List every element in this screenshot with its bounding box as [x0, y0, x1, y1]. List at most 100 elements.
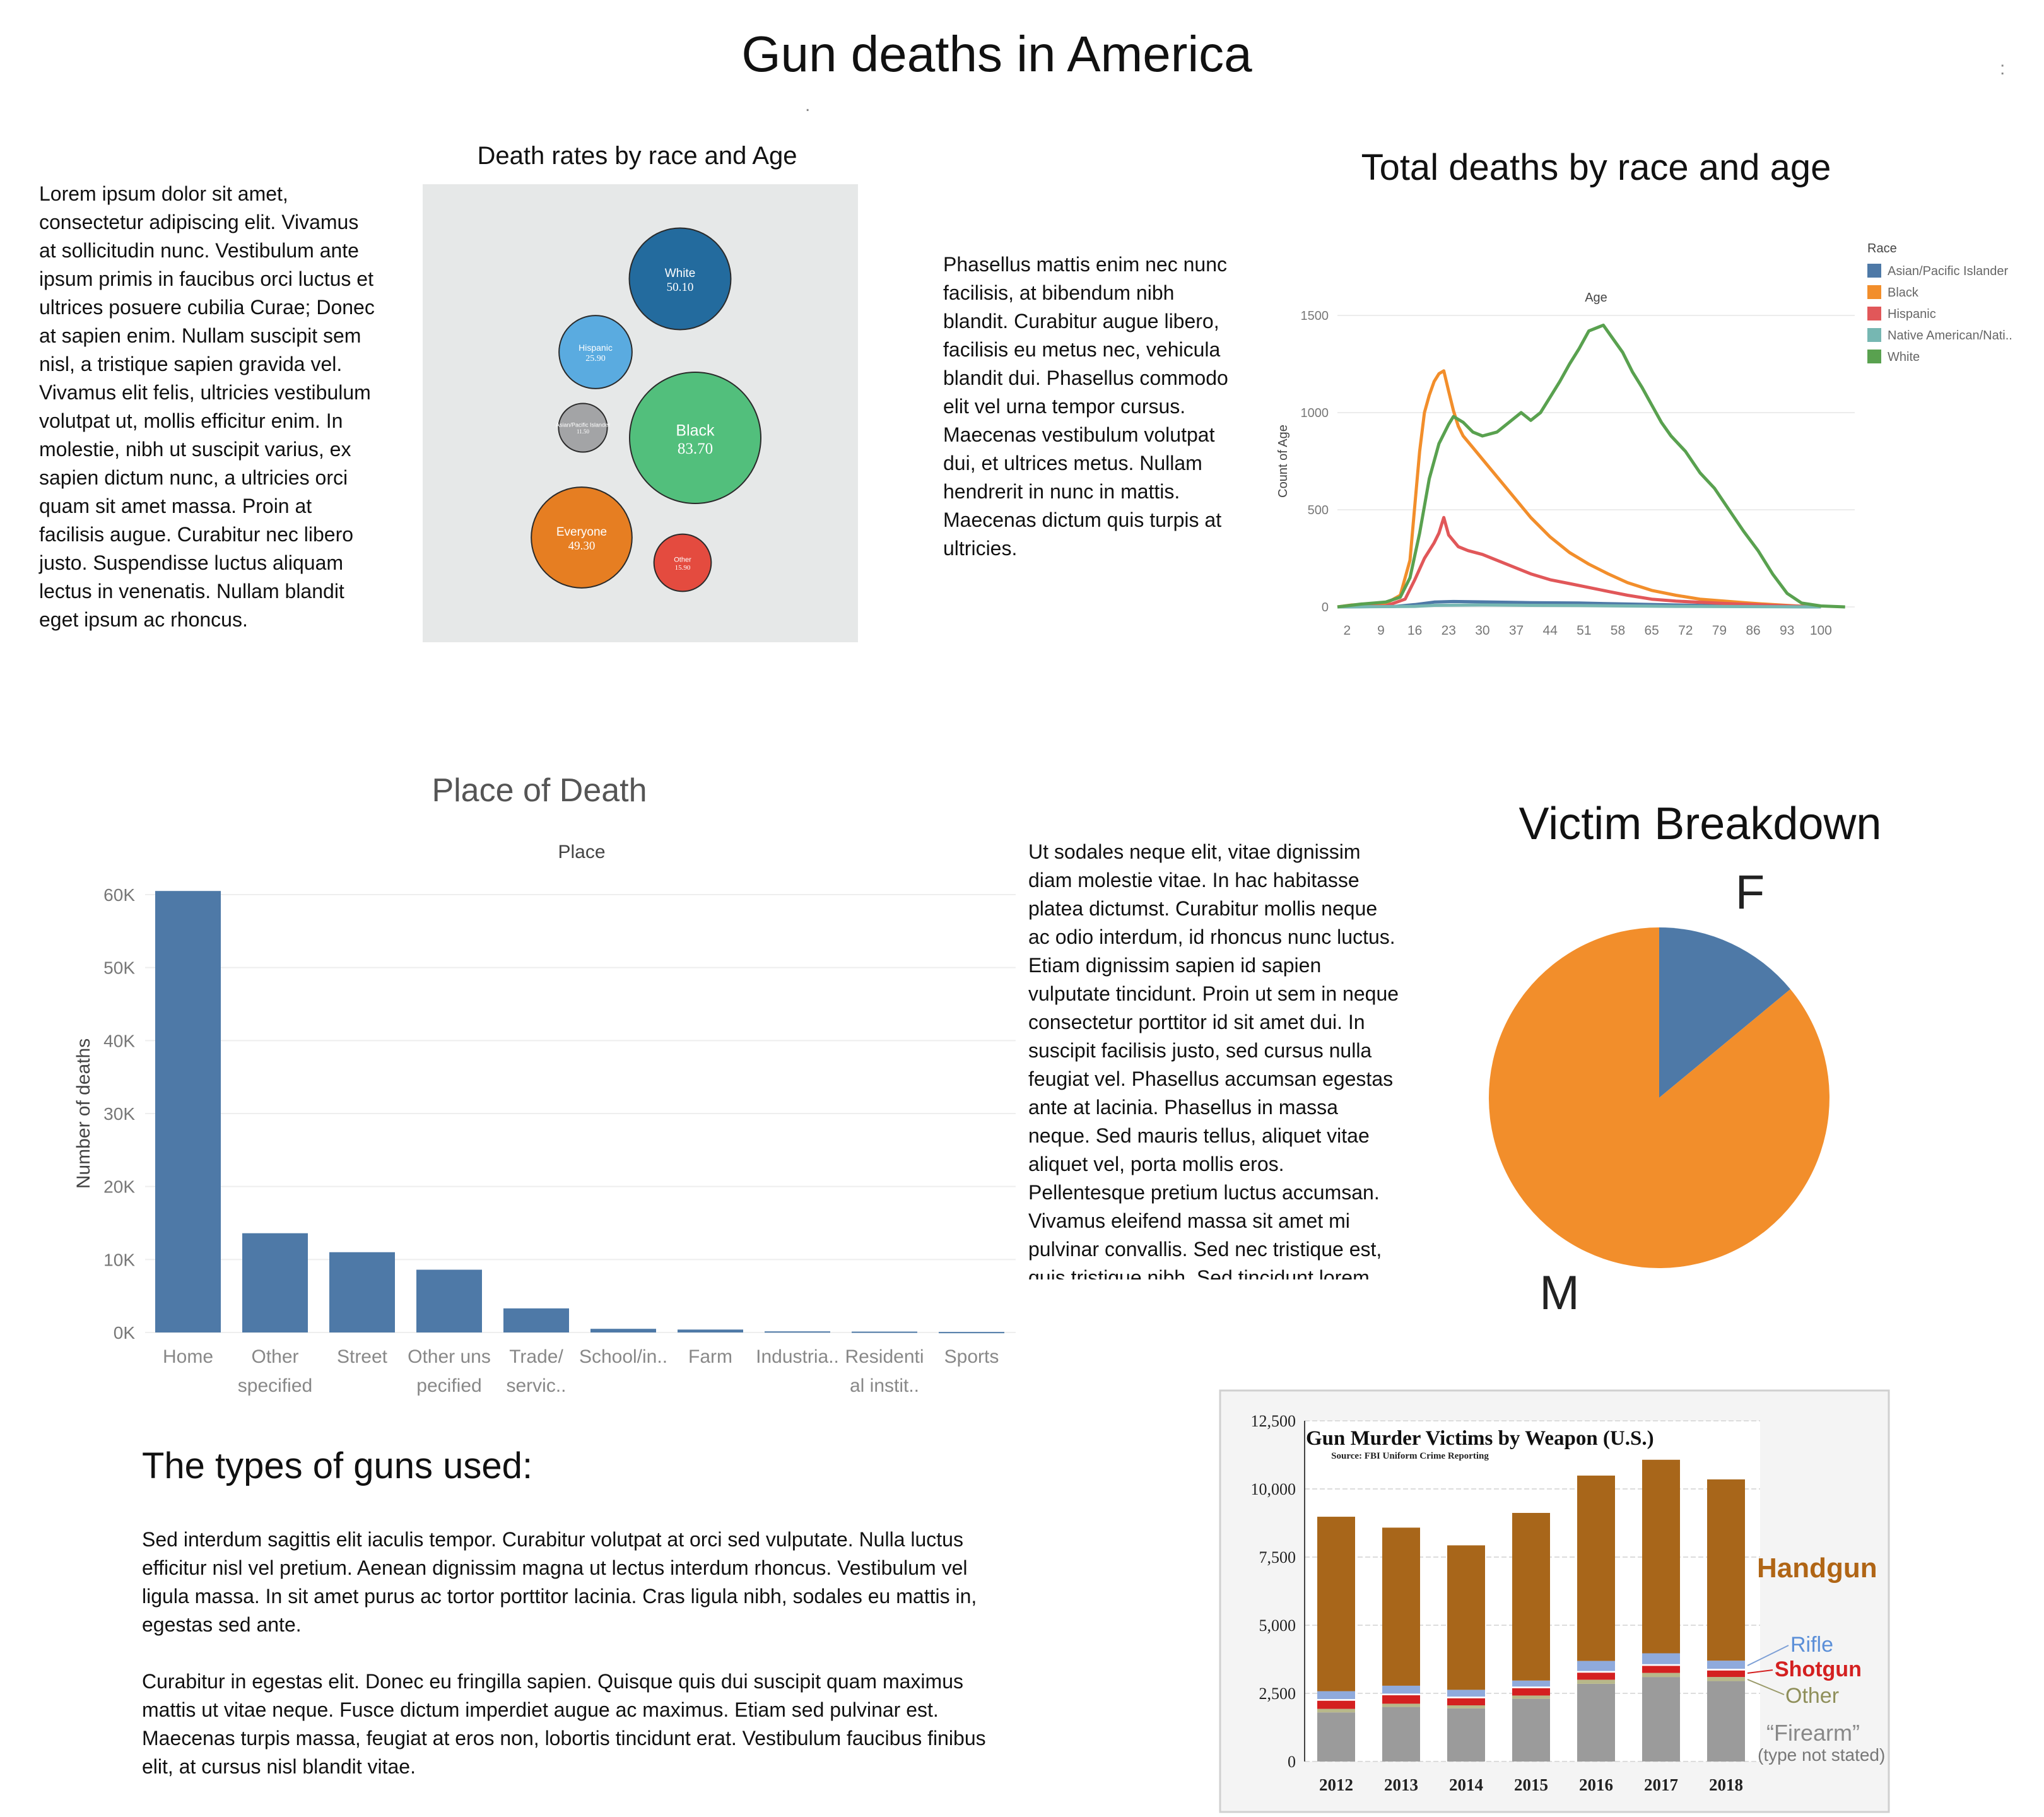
y-axis-label: Count of Age	[1276, 425, 1290, 498]
bubble-label: Hispanic	[579, 343, 613, 353]
x-tick-label: 2	[1343, 623, 1351, 638]
types-paragraph-1: Sed interdum sagittis elit iaculis tempo…	[142, 1528, 977, 1636]
y-tick-label: 1000	[1301, 406, 1329, 420]
intro-paragraph: Lorem ipsum dolor sit amet, consectetur …	[39, 182, 375, 631]
x-tick-label: Other	[251, 1346, 298, 1367]
bubble-value: 49.30	[568, 539, 596, 553]
bubble-hispanic	[558, 315, 633, 389]
x-tick-label: 51	[1577, 623, 1591, 638]
weapon-bar-segment	[1512, 1695, 1550, 1699]
place-bar	[590, 1329, 656, 1332]
legend-swatch	[1867, 264, 1881, 278]
x-tick-label: School/in..	[579, 1346, 667, 1367]
weapon-bar-segment	[1642, 1673, 1680, 1678]
x-tick-label: Street	[337, 1346, 388, 1367]
bubble-label: Other	[674, 556, 691, 563]
leader-line	[1747, 1645, 1789, 1666]
legend-swatch	[1867, 285, 1881, 299]
line-chart-title: Total deaths by race and age	[1361, 147, 1831, 188]
x-tick-label: 58	[1611, 623, 1625, 638]
label-shotgun: Shotgun	[1775, 1657, 1862, 1681]
weapon-bar-segment	[1642, 1666, 1680, 1673]
weapon-bar-segment	[1382, 1527, 1420, 1686]
x-tick-label: 23	[1442, 623, 1456, 638]
pie-slice-m	[1488, 927, 1830, 1269]
x-tick-label: 65	[1644, 623, 1659, 638]
weapon-bar-segment	[1707, 1677, 1745, 1681]
place-bar	[416, 1269, 482, 1332]
pie-label-m: M	[1539, 1266, 1579, 1320]
bubble-other	[653, 533, 712, 592]
weapon-bar-segment	[1642, 1653, 1680, 1664]
bubble-black	[629, 372, 761, 504]
weapon-bar-segment	[1512, 1686, 1550, 1688]
middle-paragraph: Phasellus mattis enim nec nunc facilisis…	[943, 253, 1228, 560]
x-tick-label: Residenti	[845, 1346, 924, 1367]
weapon-bar-segment	[1382, 1693, 1420, 1696]
weapon-bar-segment	[1512, 1680, 1550, 1687]
legend-label: Hispanic	[1888, 307, 1936, 321]
legend-label: Black	[1888, 286, 1919, 300]
weapon-chart-title: Gun Murder Victims by Weapon (U.S.)	[1306, 1427, 1654, 1450]
decorative-dot: :	[2000, 58, 2006, 79]
weapon-chart-subtitle: Source: FBI Uniform Crime Reporting	[1331, 1451, 1489, 1461]
y-tick-label: 12,500	[1251, 1412, 1296, 1430]
line-series-black	[1337, 369, 1821, 609]
right-paragraph: Ut sodales neque elit, vitae dignissim d…	[1028, 840, 1399, 1279]
weapon-bar-segment	[1707, 1479, 1745, 1661]
pie-chart-title: Victim Breakdown	[1518, 799, 1882, 849]
page-title: Gun deaths in America	[741, 26, 1252, 82]
weapon-bar-segment	[1512, 1513, 1550, 1681]
x-tick-label: 2012	[1319, 1775, 1353, 1794]
y-tick-label: 500	[1308, 503, 1329, 517]
legend-label: White	[1888, 350, 1920, 364]
bubble-value: 50.10	[667, 281, 694, 294]
bubble-everyone	[531, 486, 633, 589]
legend-label: Asian/Pacific Islander	[1888, 264, 2009, 278]
bubble-label: Everyone	[556, 526, 607, 539]
weapon-bar-segment	[1707, 1681, 1745, 1761]
weapon-stacked-chart: 0 2,500 5,000 7,500 10,000 12,500 Gun Murder V…	[1219, 1389, 1890, 1813]
x-tick-label: Sports	[944, 1346, 999, 1367]
bubble-value: 83.70	[678, 440, 713, 457]
weapon-bar-segment	[1642, 1459, 1680, 1654]
label-other: Other	[1785, 1684, 1839, 1708]
weapon-bar-segment	[1447, 1698, 1485, 1706]
place-bar	[242, 1233, 308, 1332]
types-heading: The types of guns used:	[142, 1445, 533, 1486]
x-tick-label: 30	[1475, 623, 1489, 638]
legend-swatch	[1867, 350, 1881, 363]
x-tick-label: 2013	[1384, 1775, 1418, 1794]
bubble-label: White	[665, 267, 696, 280]
weapon-bar-segment	[1447, 1708, 1485, 1761]
weapon-bar-segment	[1447, 1690, 1485, 1697]
place-chart-title: Place of Death	[432, 772, 647, 809]
label-handgun: Handgun	[1757, 1553, 1877, 1584]
place-chart-subtitle: Place	[558, 842, 605, 862]
place-bar	[155, 891, 221, 1332]
line-series-native-american-nati-	[1337, 603, 1821, 609]
weapon-bar-segment	[1317, 1712, 1355, 1761]
line-chart: Age Count of Age 0 500 1000 1500 2 9 16 23 30 37 44 5…	[1276, 242, 2012, 638]
x-tick-label: 2014	[1449, 1775, 1483, 1794]
weapon-bar-segment	[1577, 1661, 1615, 1671]
label-firearm: “Firearm”	[1766, 1720, 1860, 1746]
weapon-bar-segment	[1707, 1661, 1745, 1669]
x-tick-label: 16	[1407, 623, 1422, 638]
y-tick-label: 0K	[114, 1323, 136, 1343]
weapon-bar-segment	[1642, 1664, 1680, 1666]
line-series-hispanic	[1337, 515, 1821, 609]
y-tick-label: 2,500	[1259, 1685, 1296, 1703]
weapon-bar-segment	[1447, 1545, 1485, 1690]
victim-pie-chart: FM	[1488, 866, 1830, 1320]
x-tick-label: 2015	[1514, 1775, 1548, 1794]
y-tick-label: 10,000	[1251, 1480, 1296, 1498]
bubble-label: Black	[676, 421, 715, 439]
place-bar	[329, 1252, 395, 1332]
x-tick-label: Trade/	[509, 1346, 563, 1367]
y-tick-label: 0	[1288, 1753, 1296, 1771]
x-tick-label: 2016	[1579, 1775, 1613, 1794]
weapon-bar-segment	[1382, 1707, 1420, 1761]
weapon-bar-segment	[1707, 1669, 1745, 1671]
y-tick-label: 50K	[103, 958, 135, 978]
